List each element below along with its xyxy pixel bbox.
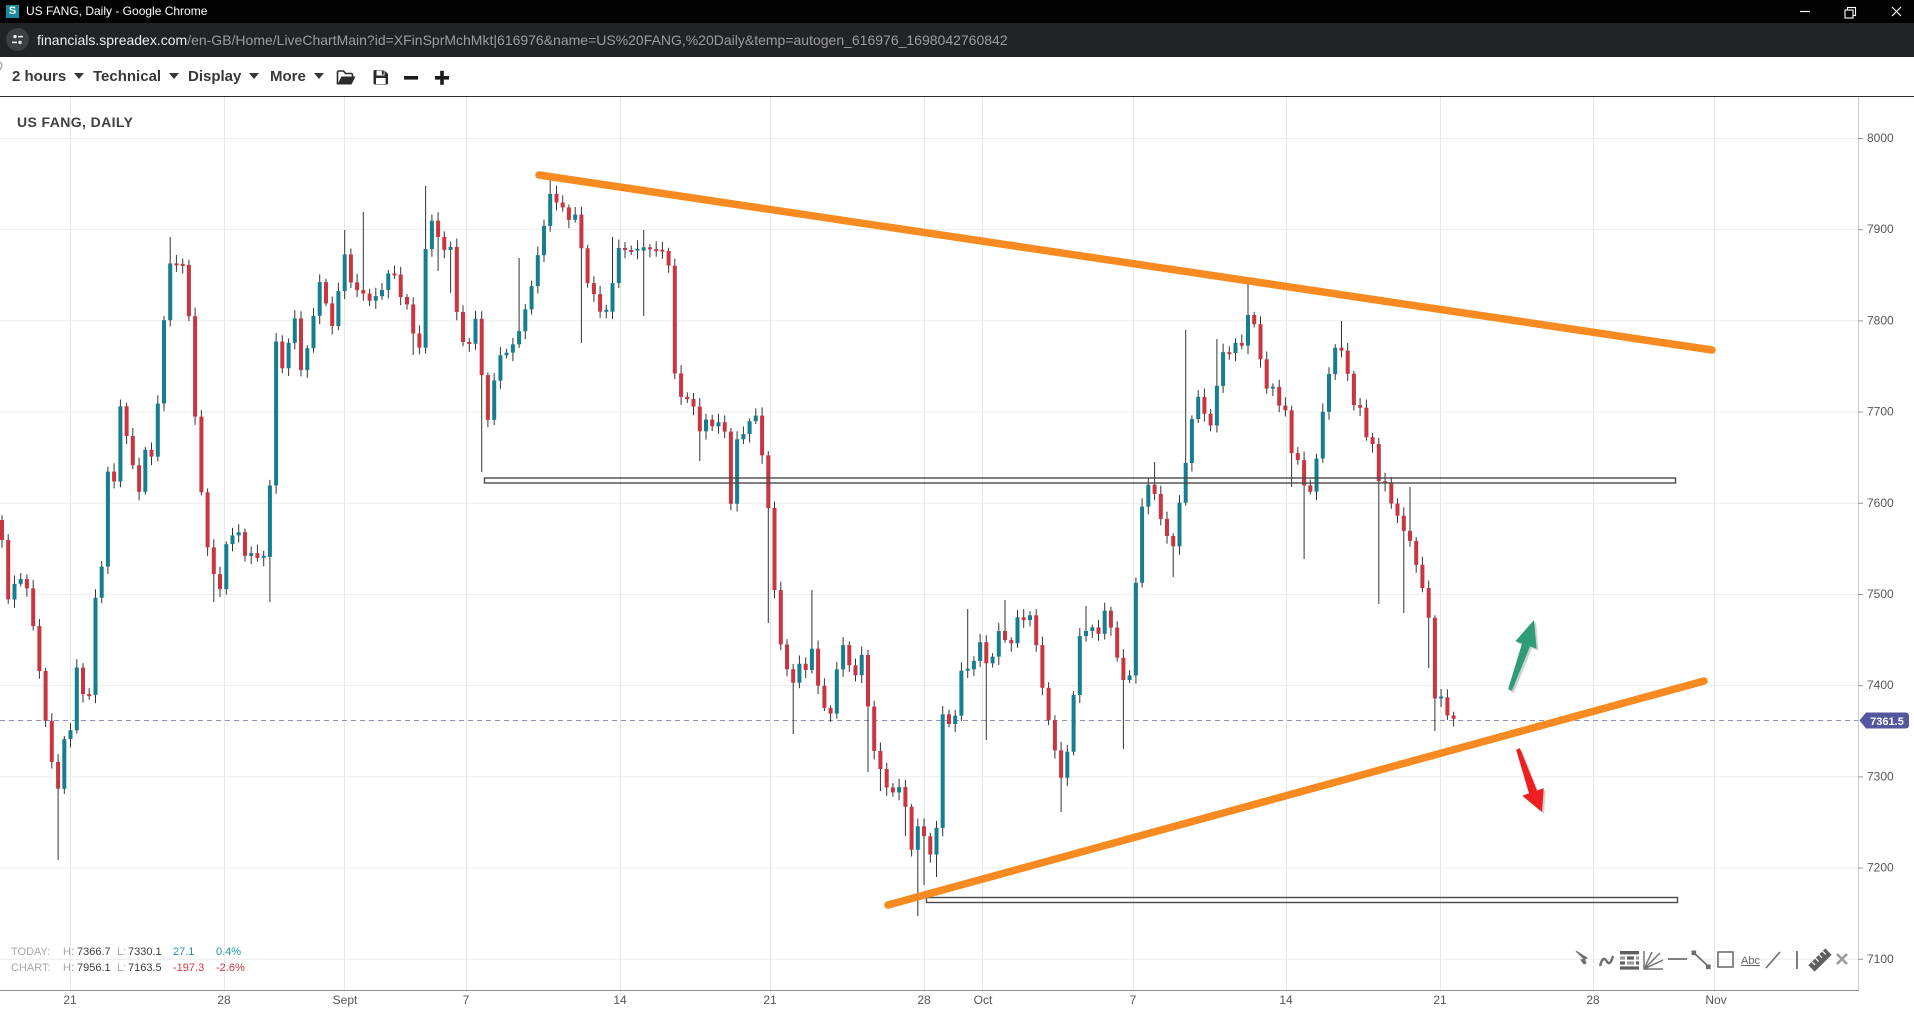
svg-text:7700: 7700 [1867, 405, 1894, 419]
svg-text:0.4%: 0.4% [216, 946, 241, 958]
svg-text:27.1: 27.1 [173, 946, 194, 958]
svg-text:7200: 7200 [1867, 861, 1894, 875]
svg-text:Nov: Nov [1705, 993, 1726, 1007]
svg-text:7330.1: 7330.1 [128, 946, 162, 958]
svg-text:7800: 7800 [1867, 313, 1894, 327]
svg-text:21: 21 [63, 993, 77, 1007]
svg-text:7900: 7900 [1867, 222, 1894, 236]
svg-text:28: 28 [1586, 993, 1600, 1007]
svg-text:-2.6%: -2.6% [216, 962, 245, 974]
svg-text:7361.5: 7361.5 [1870, 716, 1904, 728]
svg-text:Oct: Oct [974, 993, 993, 1007]
svg-text:7300: 7300 [1867, 769, 1894, 783]
svg-text:H:: H: [63, 962, 74, 974]
svg-text:7: 7 [1130, 993, 1137, 1007]
svg-text:-197.3: -197.3 [173, 962, 204, 974]
svg-text:14: 14 [1279, 993, 1293, 1007]
svg-text:Sept: Sept [333, 993, 358, 1007]
svg-text:7400: 7400 [1867, 678, 1894, 692]
svg-text:H:: H: [63, 946, 74, 958]
svg-text:28: 28 [217, 993, 231, 1007]
svg-text:7600: 7600 [1867, 496, 1894, 510]
svg-text:21: 21 [1433, 993, 1447, 1007]
svg-text:CHART:: CHART: [11, 962, 51, 974]
svg-text:7163.5: 7163.5 [128, 962, 162, 974]
svg-text:TODAY:: TODAY: [11, 946, 50, 958]
svg-text:L:: L: [117, 946, 126, 958]
svg-text:7100: 7100 [1867, 952, 1894, 966]
svg-text:7956.1: 7956.1 [77, 962, 111, 974]
svg-text:7366.7: 7366.7 [77, 946, 111, 958]
svg-text:L:: L: [117, 962, 126, 974]
svg-text:7: 7 [463, 993, 470, 1007]
svg-text:Abc: Abc [1741, 955, 1760, 967]
svg-text:21: 21 [763, 993, 777, 1007]
svg-text:8000: 8000 [1867, 131, 1894, 145]
svg-text:28: 28 [917, 993, 931, 1007]
svg-text:14: 14 [613, 993, 627, 1007]
svg-text:7500: 7500 [1867, 587, 1894, 601]
svg-text:US FANG, DAILY: US FANG, DAILY [17, 114, 134, 130]
